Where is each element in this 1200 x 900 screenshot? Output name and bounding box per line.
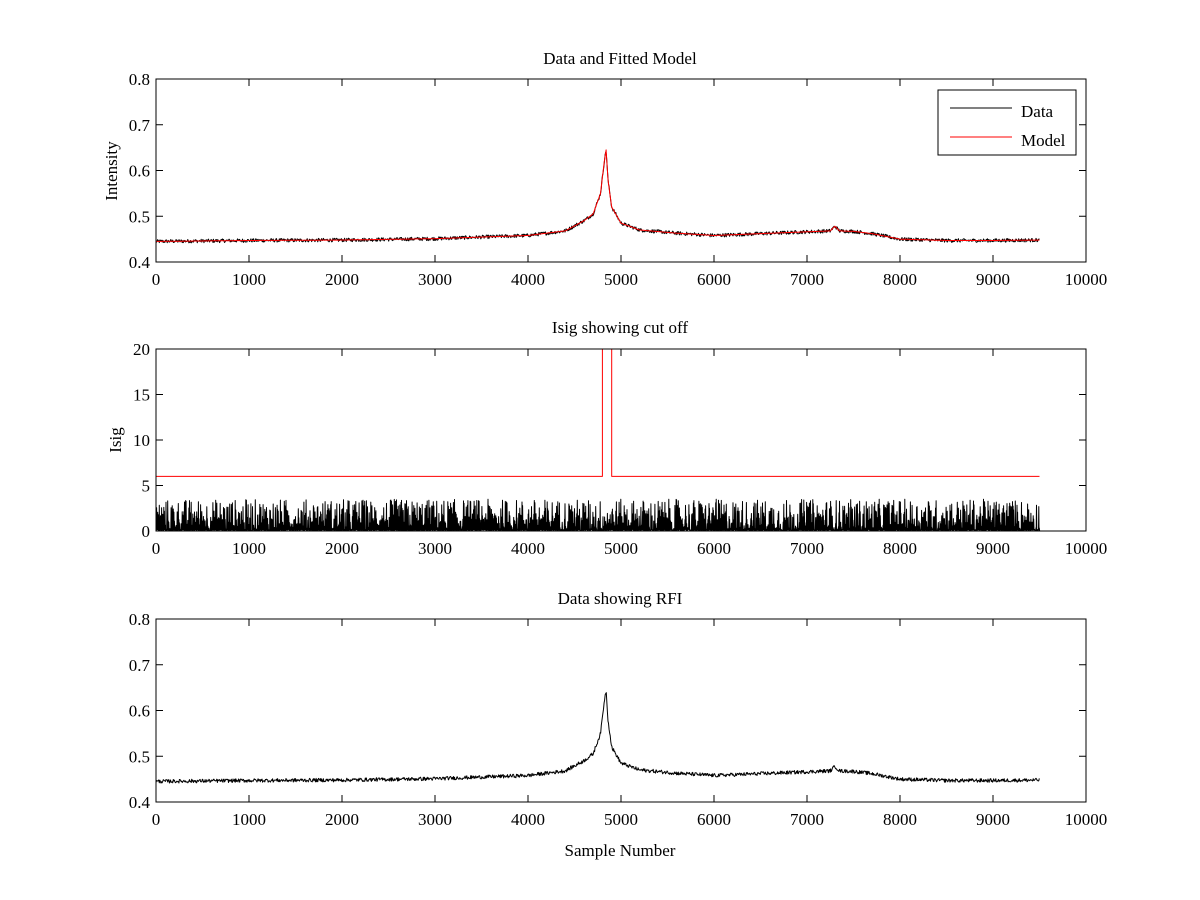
y-tick-label: 10 xyxy=(133,431,150,450)
y-tick-label: 0.5 xyxy=(129,207,150,226)
x-tick-label: 10000 xyxy=(1065,270,1108,289)
x-tick-label: 8000 xyxy=(883,539,917,558)
x-tick-label: 4000 xyxy=(511,810,545,829)
panel-data-and-fitted-model: Data and Fitted Model Intensity 0 1000 200… xyxy=(102,49,1107,289)
x-tick-label: 4000 xyxy=(511,270,545,289)
x-tick-label: 1000 xyxy=(232,270,266,289)
legend-label-model: Model xyxy=(1021,131,1066,150)
x-axis-label: Sample Number xyxy=(565,841,676,860)
legend-box xyxy=(937,89,1077,156)
y-tick-label: 5 xyxy=(142,477,151,496)
plot-area: 0 1000 2000 3000 4000 5000 6000 7000 8000 9000 100… xyxy=(129,70,1108,289)
chart-title: Data showing RFI xyxy=(558,589,683,608)
x-tick-label: 5000 xyxy=(604,270,638,289)
series-line-isig xyxy=(156,498,1041,531)
x-tick-label: 5000 xyxy=(604,810,638,829)
x-tick-label: 9000 xyxy=(976,539,1010,558)
series-line-data xyxy=(156,151,1040,244)
plot-area: 0 1000 2000 3000 4000 5000 6000 7000 8000 9000 100… xyxy=(129,610,1108,829)
x-tick-label: 7000 xyxy=(790,539,824,558)
y-tick-label: 0.4 xyxy=(129,793,151,812)
series-line-data xyxy=(156,692,1040,784)
chart-title: Data and Fitted Model xyxy=(543,49,697,68)
x-tick-label: 0 xyxy=(152,810,161,829)
y-axis-label: Intensity xyxy=(102,141,121,201)
x-tick-label: 3000 xyxy=(418,270,452,289)
panel-data-showing-rfi: Data showing RFI Sample Number 0 1000 2000… xyxy=(129,589,1108,860)
y-tick-label: 0.8 xyxy=(129,70,150,89)
x-tick-label: 1000 xyxy=(232,810,266,829)
legend: Data Model xyxy=(937,89,1077,156)
y-tick-label: 0.4 xyxy=(129,253,151,272)
y-tick-label: 15 xyxy=(133,386,150,405)
x-tick-label: 5000 xyxy=(604,539,638,558)
x-tick-label: 10000 xyxy=(1065,810,1108,829)
chart-title: Isig showing cut off xyxy=(552,318,688,337)
y-axis-label: Isig xyxy=(106,427,125,453)
y-tick-label: 0.5 xyxy=(129,747,150,766)
x-tick-label: 2000 xyxy=(325,810,359,829)
y-tick-label: 0.8 xyxy=(129,610,150,629)
x-tick-label: 6000 xyxy=(697,270,731,289)
y-tick-label: 20 xyxy=(133,340,150,359)
x-tick-label: 7000 xyxy=(790,810,824,829)
x-tick-label: 9000 xyxy=(976,270,1010,289)
series-line-model xyxy=(156,149,1040,242)
x-tick-label: 2000 xyxy=(325,270,359,289)
x-tick-label: 1000 xyxy=(232,539,266,558)
x-tick-label: 2000 xyxy=(325,539,359,558)
x-tick-label: 8000 xyxy=(883,810,917,829)
x-tick-label: 6000 xyxy=(697,810,731,829)
x-tick-label: 0 xyxy=(152,539,161,558)
y-tick-label: 0.6 xyxy=(129,162,150,181)
x-tick-label: 7000 xyxy=(790,270,824,289)
plot-area: 0 1000 2000 3000 4000 5000 6000 7000 8000 9000 100… xyxy=(133,340,1107,558)
y-tick-label: 0 xyxy=(142,522,151,541)
y-tick-label: 0.7 xyxy=(129,116,151,135)
series-line-cut-off xyxy=(156,349,1040,477)
y-tick-label: 0.7 xyxy=(129,656,151,675)
x-tick-label: 8000 xyxy=(883,270,917,289)
legend-label-data: Data xyxy=(1021,102,1054,121)
x-tick-label: 10000 xyxy=(1065,539,1108,558)
x-tick-label: 9000 xyxy=(976,810,1010,829)
x-tick-label: 0 xyxy=(152,270,161,289)
x-tick-label: 3000 xyxy=(418,810,452,829)
x-tick-label: 3000 xyxy=(418,539,452,558)
panel-isig-showing-cut-off: Isig showing cut off Isig 0 1000 2000 3000 4… xyxy=(106,318,1107,558)
x-tick-label: 6000 xyxy=(697,539,731,558)
x-tick-label: 4000 xyxy=(511,539,545,558)
axes-frame xyxy=(155,618,1087,803)
y-tick-label: 0.6 xyxy=(129,702,150,721)
